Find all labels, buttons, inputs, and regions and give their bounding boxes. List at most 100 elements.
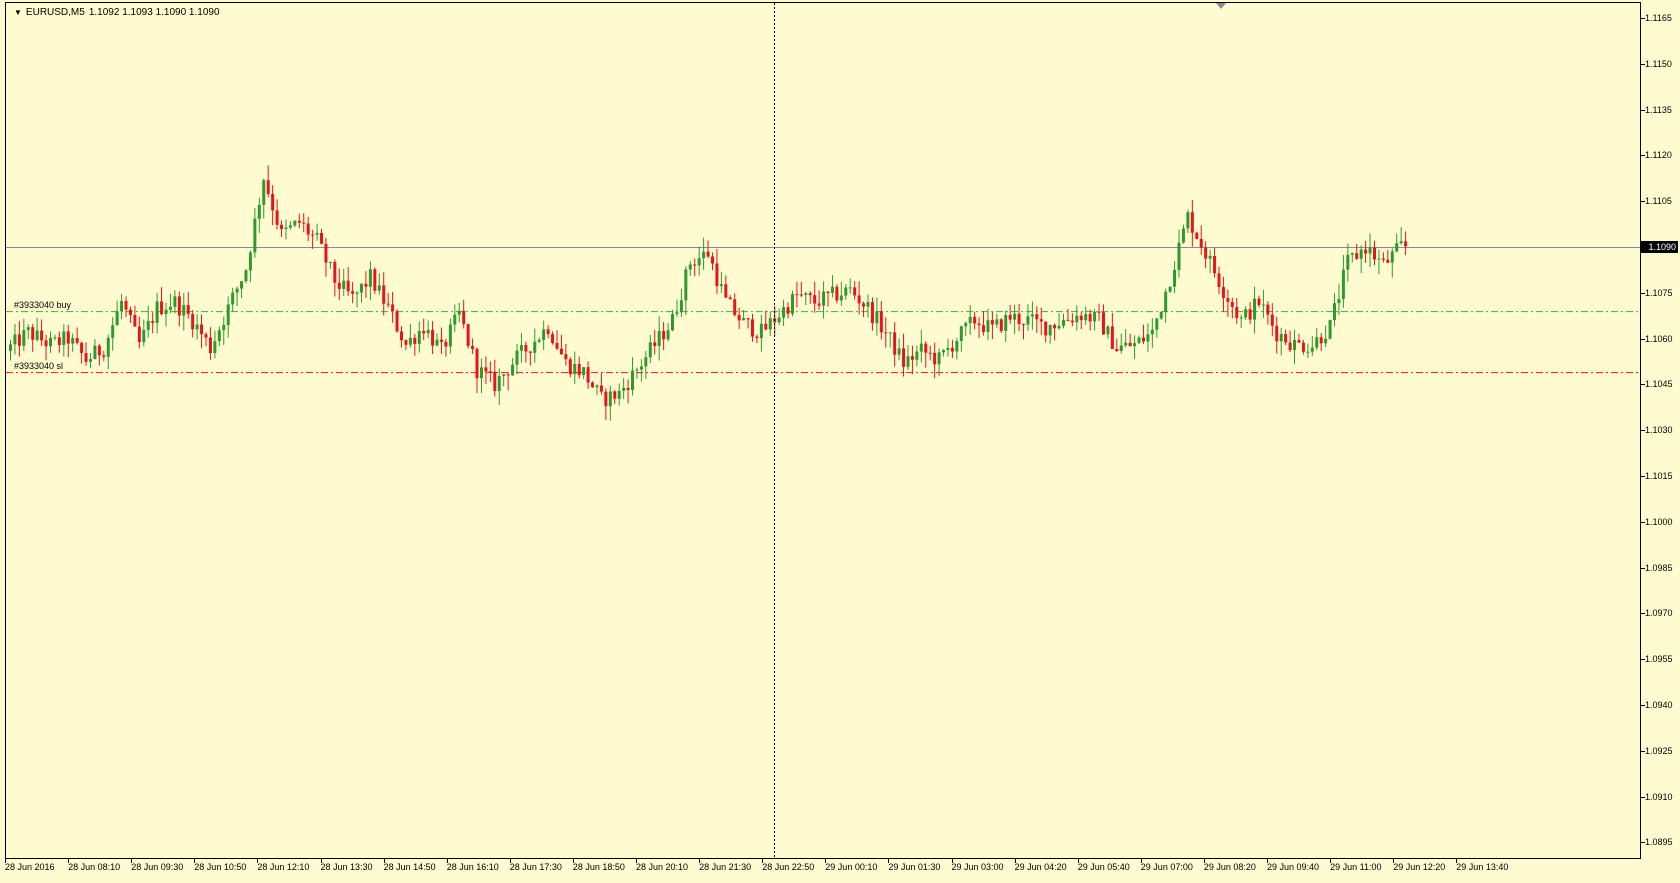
candle-body xyxy=(710,256,714,264)
candle xyxy=(853,281,857,300)
candle-body xyxy=(1013,313,1017,320)
candle-body xyxy=(724,284,728,298)
price-tick-label: 1.0895 xyxy=(1645,837,1673,848)
candle-body xyxy=(924,343,928,353)
candle-body xyxy=(1341,269,1345,299)
buy-order-label[interactable]: #3933040 buy xyxy=(14,300,72,311)
candle-body xyxy=(1253,298,1257,320)
candle xyxy=(355,291,359,308)
candle xyxy=(413,333,417,356)
candle xyxy=(893,322,897,367)
candle xyxy=(719,271,723,294)
candle-body xyxy=(1297,339,1301,343)
candle-body xyxy=(1204,247,1208,259)
candle-body xyxy=(191,314,195,330)
candle-body xyxy=(595,385,599,388)
price-tick: 1.0910 xyxy=(1641,792,1673,802)
candle-body xyxy=(177,296,181,316)
candle xyxy=(213,330,217,359)
time-tick-label: 29 Jun 11:00 xyxy=(1330,859,1382,872)
candle-body xyxy=(977,323,981,326)
candle xyxy=(84,342,88,366)
plot-area[interactable]: ▼ EURUSD,M5 1.1092 1.1093 1.1090 1.1090 … xyxy=(5,2,1641,859)
candle-body xyxy=(155,301,159,323)
candle xyxy=(1004,310,1008,342)
candlestick-chart[interactable] xyxy=(6,3,1640,858)
candle-body xyxy=(355,292,359,294)
candle-body xyxy=(808,293,812,296)
candle-body xyxy=(373,269,377,291)
candle xyxy=(431,320,435,355)
candle-body xyxy=(80,342,84,353)
candle-body xyxy=(604,391,608,407)
candle-body xyxy=(1404,241,1408,247)
candle xyxy=(1346,243,1350,282)
candle xyxy=(404,339,408,350)
candle-body xyxy=(324,243,328,263)
candle xyxy=(302,213,306,233)
triangle-down-icon[interactable]: ▼ xyxy=(14,8,22,17)
candle-body xyxy=(337,282,341,289)
candle xyxy=(813,281,817,313)
candle-body xyxy=(822,291,826,306)
candle-body xyxy=(906,356,910,367)
price-tick: 1.1030 xyxy=(1641,425,1673,435)
candle xyxy=(13,324,17,355)
candle-body xyxy=(910,356,914,360)
candle-body xyxy=(1244,309,1248,318)
candle-body xyxy=(528,351,532,353)
candle-body xyxy=(1386,259,1390,263)
time-tick-label: 28 Jun 10:50 xyxy=(194,859,247,872)
candle-body xyxy=(897,348,901,355)
candle xyxy=(40,319,44,346)
candle xyxy=(146,305,150,338)
candle-body xyxy=(577,363,581,376)
time-tick-label: 28 Jun 22:50 xyxy=(762,859,815,872)
candle xyxy=(715,248,719,294)
candle-body xyxy=(862,303,866,307)
time-tick-label: 28 Jun 20:10 xyxy=(636,859,689,872)
candle xyxy=(399,326,403,348)
candle-body xyxy=(555,343,559,349)
candle-body xyxy=(693,264,697,266)
stop-loss-label[interactable]: #3933040 sl xyxy=(14,361,64,372)
candle xyxy=(964,321,968,337)
candle-body xyxy=(875,311,879,324)
candle-body xyxy=(1070,320,1074,323)
candle xyxy=(915,345,919,367)
candle-body xyxy=(524,345,528,352)
candle-body xyxy=(71,338,75,344)
candle xyxy=(977,317,981,338)
candle-body xyxy=(1088,313,1092,322)
candle xyxy=(866,294,870,318)
candle-body xyxy=(444,341,448,347)
candle-body xyxy=(448,324,452,347)
candle xyxy=(35,317,39,342)
candle xyxy=(973,311,977,330)
candle xyxy=(702,237,706,270)
time-tick-label: 29 Jun 01:30 xyxy=(888,859,941,872)
candle-body xyxy=(1026,316,1030,325)
candle xyxy=(177,291,181,327)
candle xyxy=(204,332,208,347)
candle xyxy=(1017,303,1021,332)
candle-body xyxy=(1319,337,1323,344)
candle xyxy=(928,345,932,361)
candle-body xyxy=(533,341,537,353)
chart-shift-marker-icon[interactable] xyxy=(1216,3,1226,9)
candle-body xyxy=(1133,343,1137,347)
candle xyxy=(1217,266,1221,295)
candle-body xyxy=(1306,351,1310,353)
candle-body xyxy=(1146,334,1150,342)
chart-header: ▼ EURUSD,M5 1.1092 1.1093 1.1090 1.1090 xyxy=(14,7,220,19)
candle xyxy=(186,292,190,319)
candle-body xyxy=(75,338,79,343)
candle xyxy=(1137,335,1141,344)
candle-body xyxy=(999,319,1003,331)
price-axis[interactable]: 1.1165 1.1150 1.1135 1.1120 1.1105 1.1075 1.10… xyxy=(1641,0,1680,883)
time-axis[interactable]: 28 Jun 2016 28 Jun 08:10 28 Jun 09:30 28 Ju… xyxy=(5,859,1641,883)
candle xyxy=(1368,233,1372,268)
candle xyxy=(200,314,204,349)
candle-body xyxy=(764,323,768,330)
